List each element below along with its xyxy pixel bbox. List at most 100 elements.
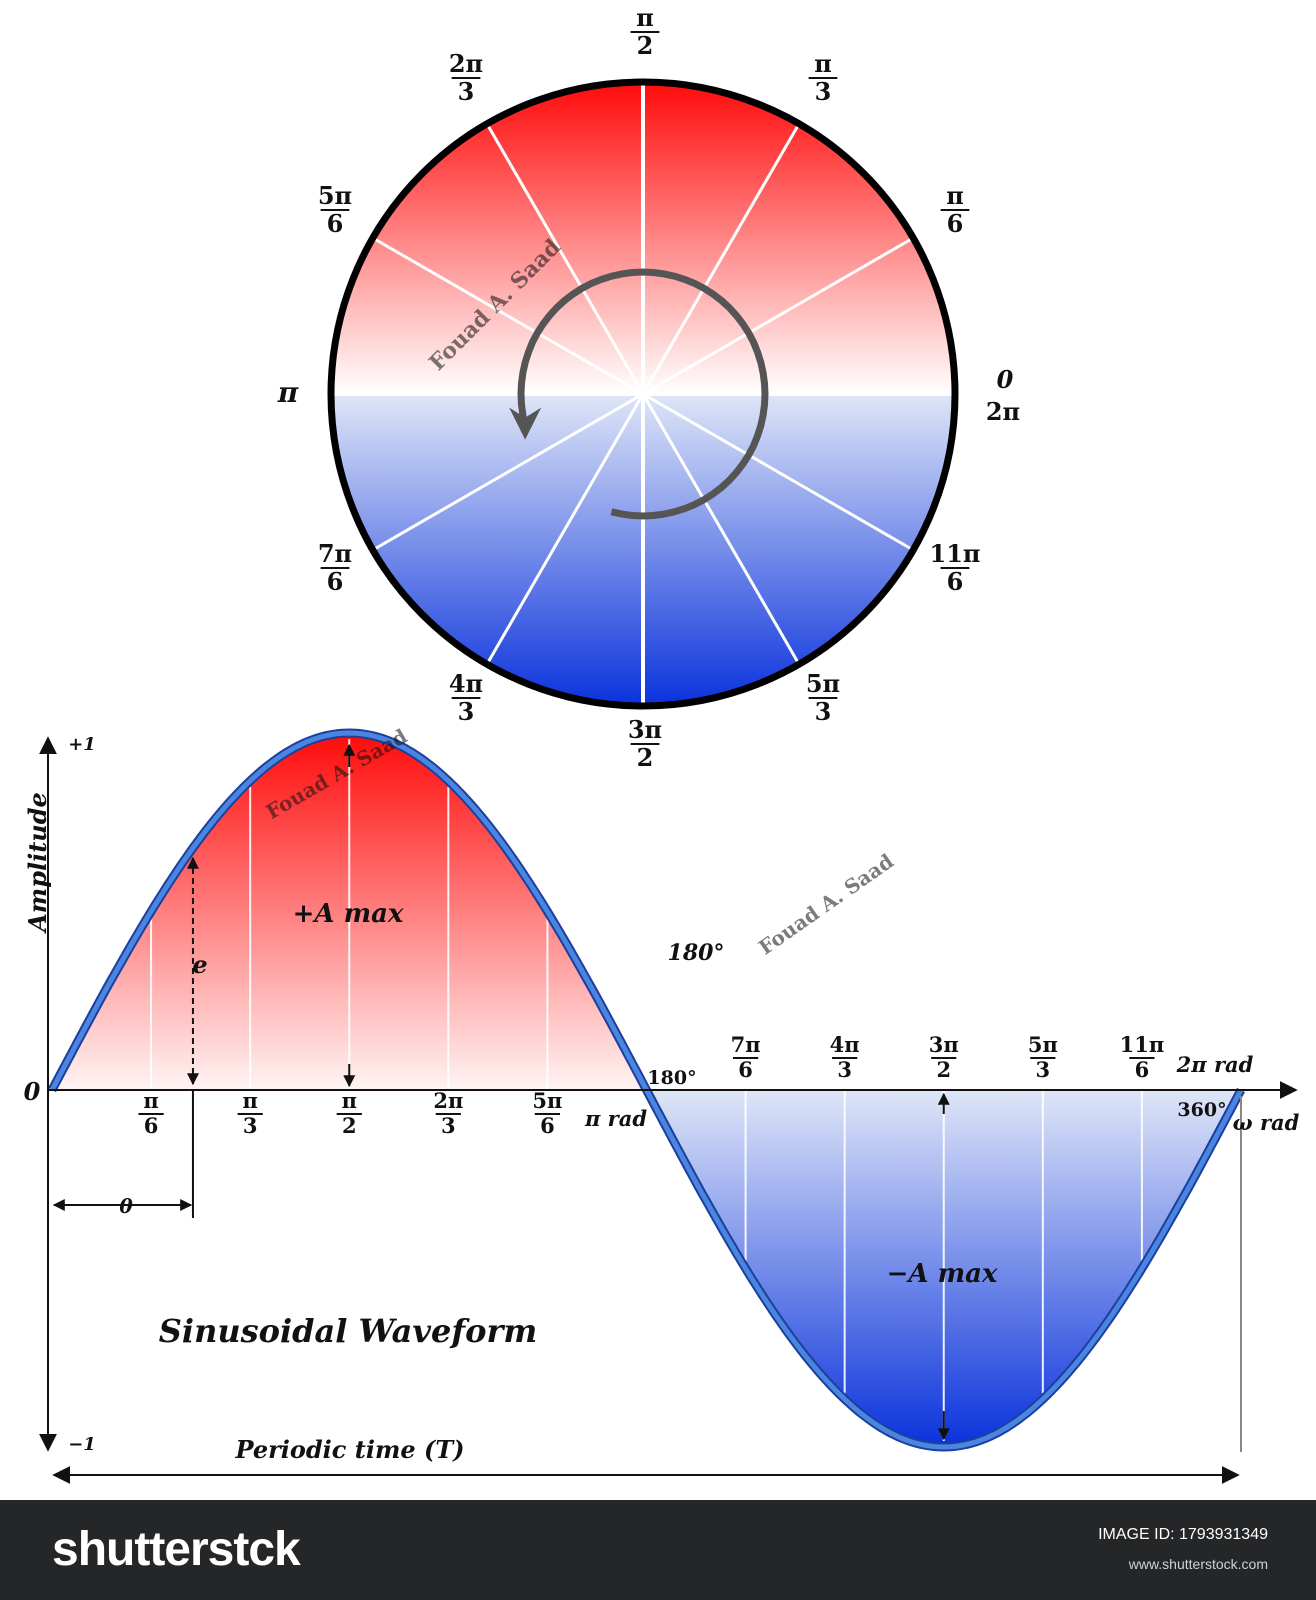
wave-tick-pos-2: π2: [336, 1088, 362, 1138]
sine-wave-plot: [39, 728, 1298, 1484]
wave-tick-neg-0-numerator: 7π: [731, 1032, 761, 1057]
circle-label-4pi-over-3-numerator: 4π: [449, 669, 483, 698]
pos-max-label: +A max: [293, 899, 404, 929]
circle-label-3pi-over-2: 3π2: [628, 715, 662, 772]
wave-tick-neg-3-numerator: 5π: [1028, 1032, 1058, 1057]
wave-tick-neg-1-denominator: 3: [837, 1057, 852, 1082]
circle-label-pi-over-2-denominator: 2: [637, 31, 654, 60]
site-url: www.shutterstock.com: [1128, 1556, 1268, 1572]
wave-tick-neg-1: 4π3: [830, 1032, 860, 1082]
watermark-author-3: Fouad A. Saad: [754, 849, 898, 960]
rotation-arrowhead: [509, 407, 542, 440]
diagram-canvas: π 2 π 3 2π 3 π 6 5π 6 π 0 2π 7π 6 11π 6 4π 3 5π 3 3π 2 π 6 π 3 π 2 2π…: [23, 3, 1300, 1484]
circle-label-pi-over-3: π3: [808, 49, 838, 106]
circle-label-4pi-over-3: 4π3: [449, 669, 483, 726]
pi-rad-label: π rad: [584, 1106, 647, 1131]
wave-tick-pos-2-denominator: 2: [342, 1113, 357, 1138]
circle-label-pi-over-2-numerator: π: [636, 3, 654, 32]
circle-label-4pi-over-3-denominator: 3: [458, 697, 475, 726]
circle-label-7pi-over-6-denominator: 6: [327, 567, 344, 596]
wave-tick-pos-4-denominator: 6: [540, 1113, 555, 1138]
y-axis-bottom-label: −1: [68, 1434, 96, 1455]
wave-tick-pos-1: π3: [237, 1088, 263, 1138]
theta-label: θ: [119, 1194, 133, 1218]
wave-tick-pos-4: 5π6: [532, 1088, 562, 1138]
circle-label-pi-over-6: π6: [940, 181, 970, 238]
circle-ring: [327, 78, 959, 710]
circle-label-11pi-over-6-numerator: 11π: [930, 539, 981, 568]
wave-tick-pos-1-numerator: π: [242, 1088, 257, 1113]
wave-tick-pos-0-denominator: 6: [144, 1113, 159, 1138]
circle-label-2pi-over-3-denominator: 3: [458, 77, 475, 106]
rotation-arrow-arc: [517, 268, 769, 520]
spoke-4: [485, 123, 645, 395]
y-axis-top-label: +1: [68, 734, 96, 755]
wave-tick-neg-4-denominator: 6: [1135, 1057, 1150, 1082]
circle-label-2pi: 2π: [986, 397, 1020, 426]
wave-tick-pos-3-denominator: 3: [441, 1113, 456, 1138]
spoke-1: [642, 236, 914, 396]
circle-label-5pi-over-6: 5π6: [318, 181, 352, 238]
spoke-2: [641, 123, 801, 395]
spoke-10: [641, 393, 801, 665]
image-id: IMAGE ID: 1793931349: [1098, 1526, 1268, 1543]
circle-label-pi-over-6-numerator: π: [946, 181, 964, 210]
circle-label-pi-over-6-denominator: 6: [947, 209, 964, 238]
wave-tick-pos-0-numerator: π: [143, 1088, 158, 1113]
circle-label-pi-over-3-numerator: π: [814, 49, 832, 78]
origin-label: 0: [24, 1077, 41, 1106]
wave-tick-pos-4-numerator: 5π: [532, 1088, 562, 1113]
circle-label-5pi-over-6-numerator: 5π: [318, 181, 352, 210]
neg-max-label: −A max: [887, 1259, 998, 1289]
circle-label-zero: 0: [997, 365, 1014, 394]
wave-tick-neg-1-numerator: 4π: [830, 1032, 860, 1057]
brand-logo: shutterstck: [52, 1523, 301, 1576]
wave-tick-pos-1-denominator: 3: [243, 1113, 258, 1138]
circle-label-2pi-over-3: 2π3: [449, 49, 483, 106]
circle-label-3pi-over-2-numerator: 3π: [628, 715, 662, 744]
wave-tick-pos-0: π6: [138, 1088, 164, 1138]
circle-label-11pi-over-6-denominator: 6: [947, 567, 964, 596]
wave-tick-neg-0-denominator: 6: [738, 1057, 753, 1082]
spoke-11: [642, 392, 914, 552]
wave-tick-neg-3-denominator: 3: [1036, 1057, 1051, 1082]
waveform-title: Sinusoidal Waveform: [159, 1312, 537, 1350]
wave-tick-neg-2-denominator: 2: [936, 1057, 951, 1082]
unit-circle: [327, 78, 959, 710]
circle-label-pi: π: [277, 376, 299, 409]
deg-180-label-axis: 180°: [647, 1067, 696, 1089]
wave-tick-pos-3: 2π3: [433, 1088, 463, 1138]
two-pi-rad-label: 2π rad: [1176, 1052, 1254, 1077]
wave-tick-pos-3-numerator: 2π: [433, 1088, 463, 1113]
wave-tick-neg-0: 7π6: [731, 1032, 761, 1082]
circle-label-7pi-over-6: 7π6: [318, 539, 352, 596]
circle-label-5pi-over-3: 5π3: [806, 669, 840, 726]
deg-360-label: 360°: [1177, 1099, 1226, 1121]
spoke-5: [372, 236, 644, 396]
spoke-8: [485, 393, 645, 665]
circle-label-3pi-over-2-denominator: 2: [637, 743, 654, 772]
circle-label-2pi-over-3-numerator: 2π: [449, 49, 483, 78]
period-label: Periodic time (T): [234, 1435, 464, 1464]
circle-label-pi-over-3-denominator: 3: [815, 77, 832, 106]
circle-label-5pi-over-3-numerator: 5π: [806, 669, 840, 698]
spoke-7: [372, 392, 644, 552]
footer-bar: shutterstck IMAGE ID: 1793931349 www.shu…: [0, 1500, 1316, 1600]
wave-tick-pos-2-numerator: π: [342, 1088, 357, 1113]
circle-label-5pi-over-6-denominator: 6: [327, 209, 344, 238]
circle-label-7pi-over-6-numerator: 7π: [318, 539, 352, 568]
deg-180-label-mid: 180°: [668, 940, 725, 966]
y-axis-label: Amplitude: [23, 792, 52, 934]
circle-label-5pi-over-3-denominator: 3: [815, 697, 832, 726]
e-label: e: [192, 950, 207, 979]
circle-label-pi-over-2: π2: [630, 3, 660, 60]
wave-tick-neg-2: 3π2: [929, 1032, 959, 1082]
wave-tick-neg-3: 5π3: [1028, 1032, 1058, 1082]
wave-tick-neg-4-numerator: 11π: [1120, 1032, 1165, 1057]
omega-rad-label: ω rad: [1233, 1110, 1300, 1135]
wave-tick-neg-2-numerator: 3π: [929, 1032, 959, 1057]
